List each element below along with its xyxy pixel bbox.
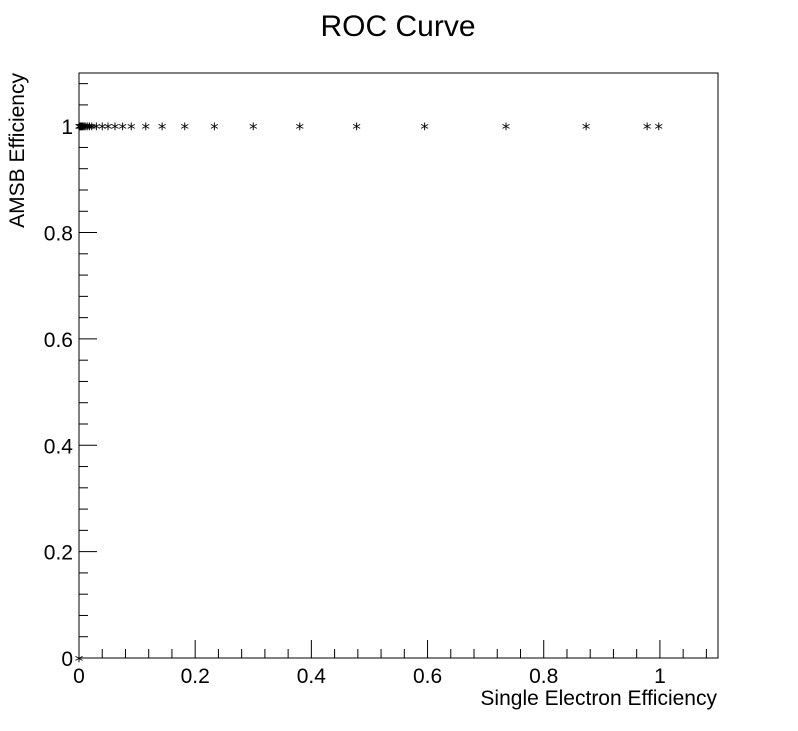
data-point: *: [118, 120, 127, 140]
data-point: *: [158, 120, 167, 140]
y-tick-label: 0.4: [44, 435, 74, 458]
y-tick-label: 0.2: [44, 542, 73, 565]
x-axis-label: Single Electron Efficiency: [480, 687, 717, 710]
data-point: *: [76, 120, 85, 140]
data-point: *: [75, 652, 84, 672]
data-point: *: [83, 120, 92, 140]
y-tick-label: 0.6: [44, 329, 73, 352]
y-axis-label: AMSB Efficiency: [6, 73, 29, 228]
data-point: *: [88, 120, 97, 140]
data-point: *: [78, 120, 87, 140]
data-point: *: [78, 120, 87, 140]
data-point: *: [142, 120, 151, 140]
x-tick-label: 1: [654, 665, 666, 688]
data-point: *: [249, 120, 258, 140]
data-point: *: [104, 120, 113, 140]
data-point: *: [92, 120, 101, 140]
x-tick-label: 0.6: [413, 665, 442, 688]
data-point: *: [76, 120, 85, 140]
x-tick-label: 0: [73, 665, 85, 688]
y-tick-label: 0.8: [44, 223, 73, 246]
data-point: *: [654, 120, 663, 140]
x-tick-label: 0.2: [181, 665, 210, 688]
axis-ticks: [78, 83, 707, 659]
data-point: *: [85, 120, 94, 140]
data-point: *: [210, 120, 219, 140]
data-point: *: [98, 120, 107, 140]
data-points: ***************** * * * * * * * * * * * * * **: [75, 120, 663, 672]
data-point: *: [77, 120, 86, 140]
data-point: *: [75, 120, 84, 140]
data-point: *: [502, 120, 511, 140]
data-point: *: [81, 120, 90, 140]
data-point: *: [127, 120, 136, 140]
data-point: *: [75, 120, 84, 140]
data-point: *: [111, 120, 120, 140]
y-tick-label: 1: [61, 116, 73, 139]
chart-title: ROC Curve: [320, 10, 475, 43]
x-tick-label: 0.4: [297, 665, 327, 688]
plot-frame: [78, 72, 719, 659]
data-point: *: [295, 120, 304, 140]
data-point: *: [352, 120, 361, 140]
data-point: *: [82, 120, 91, 140]
data-point: *: [420, 120, 429, 140]
data-point: *: [582, 120, 591, 140]
y-tick-label: 0: [61, 648, 73, 671]
data-point: *: [79, 120, 88, 140]
tick-labels: 0 0.2 0.4 0.6 0.8 1 0 0.2 0.4 0.6 0.8 1: [44, 116, 666, 688]
data-point: *: [180, 120, 189, 140]
x-tick-label: 0.8: [529, 665, 558, 688]
data-point: *: [643, 120, 652, 140]
